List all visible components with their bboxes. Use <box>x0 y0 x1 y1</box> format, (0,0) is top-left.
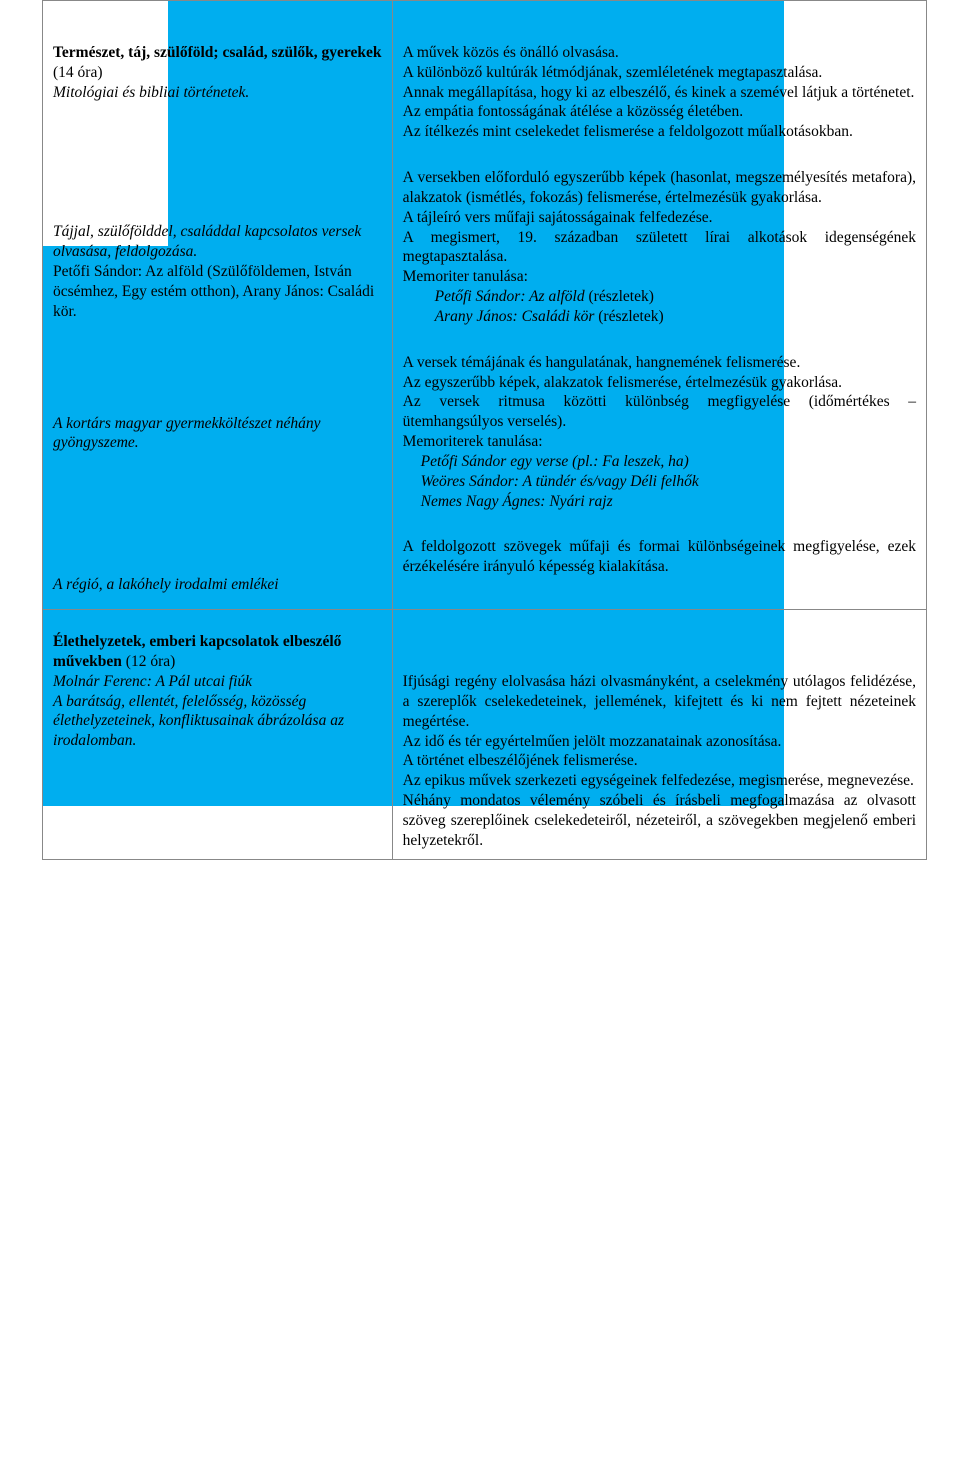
para-plain: Petőfi Sándor: Az alföld (Szülőföldemen,… <box>53 262 382 321</box>
text-line: Az egyszerűbb képek, alakzatok felismeré… <box>403 373 916 393</box>
text-line: Az empátia fontosságának átélése a közös… <box>403 102 916 122</box>
text-line: A feldolgozott szövegek műfaji és formai… <box>403 537 916 577</box>
text-line: A versekben előforduló egyszerűbb képek … <box>403 168 916 208</box>
memoriter-line: Nemes Nagy Ágnes: Nyári rajz <box>403 492 916 512</box>
text-line: Memoriterek tanulása: <box>403 432 916 452</box>
title-bold: Természet, táj, szülőföld; család, szülő… <box>53 44 381 61</box>
table-row: Élethelyzetek, emberi kapcsolatok elbesz… <box>43 610 927 859</box>
text-line: Az epikus művek szerkezeti egységeinek f… <box>403 771 916 791</box>
text-line: Ifjúsági regény elolvasása házi olvasmán… <box>403 672 916 731</box>
memoriter-line: Petőfi Sándor egy verse (pl.: Fa leszek,… <box>403 452 916 472</box>
memoriter-line: Petőfi Sándor: Az alföld (részletek) <box>403 287 916 307</box>
para-italic: A kortárs magyar gyermekköltészet néhány… <box>53 414 382 454</box>
subtitle: Mitológiai és bibliai történetek. <box>53 83 382 103</box>
cell-left-1: Természet, táj, szülőföld; család, szülő… <box>43 1 393 610</box>
text-line: A művek közös és önálló olvasása. <box>403 43 916 63</box>
mem-italic: Arany János: Családi kör <box>435 308 599 325</box>
memoriter-line: Weöres Sándor: A tündér és/vagy Déli fel… <box>403 472 916 492</box>
page-content: Természet, táj, szülőföld; család, szülő… <box>0 0 960 860</box>
text-line: Néhány mondatos vélemény szóbeli és írás… <box>403 791 916 850</box>
table-row: Természet, táj, szülőföld; család, szülő… <box>43 1 927 610</box>
text-line: A megismert, 19. században született lír… <box>403 228 916 268</box>
text-line: Az ítélkezés mint cselekedet felismerése… <box>403 122 916 142</box>
cell-left-2: Élethelyzetek, emberi kapcsolatok elbesz… <box>43 610 393 859</box>
curriculum-table: Természet, táj, szülőföld; család, szülő… <box>42 0 927 860</box>
para-italic: A régió, a lakóhely irodalmi emlékei <box>53 575 382 595</box>
text-line: Annak megállapítása, hogy ki az elbeszél… <box>403 83 916 103</box>
text-line: A tájleíró vers műfaji sajátosságainak f… <box>403 208 916 228</box>
topic-title: Élethelyzetek, emberi kapcsolatok elbesz… <box>53 632 382 672</box>
para-italic: Tájjal, szülőfölddel, családdal kapcsola… <box>53 222 382 262</box>
text-line: A versek témájának és hangulatának, hang… <box>403 353 916 373</box>
title-bold: Élethelyzetek, emberi kapcsolatok elbesz… <box>53 633 341 670</box>
sub-italic: A barátság, ellentét, felelősség, közöss… <box>53 692 382 751</box>
text-line: A különböző kultúrák létmódjának, szemlé… <box>403 63 916 83</box>
mem-italic: Petőfi Sándor: Az alföld <box>435 288 589 305</box>
cell-right-1: A művek közös és önálló olvasása. A külö… <box>392 1 926 610</box>
text-line: Memoriter tanulása: <box>403 267 916 287</box>
title-rest: (14 óra) <box>53 64 103 81</box>
title-rest: (12 óra) <box>126 653 176 670</box>
sub-italic: Molnár Ferenc: A Pál utcai fiúk <box>53 672 382 692</box>
text-line: A történet elbeszélőjének felismerése. <box>403 751 916 771</box>
memoriter-line: Arany János: Családi kör (részletek) <box>403 307 916 327</box>
cell-right-2: Ifjúsági regény elolvasása házi olvasmán… <box>392 610 926 859</box>
mem-plain: (részletek) <box>589 288 654 305</box>
topic-title: Természet, táj, szülőföld; család, szülő… <box>53 43 382 83</box>
text-line: Az idő és tér egyértelműen jelölt mozzan… <box>403 732 916 752</box>
mem-plain: (részletek) <box>598 308 663 325</box>
text-line: Az versek ritmusa közötti különbség megf… <box>403 392 916 432</box>
